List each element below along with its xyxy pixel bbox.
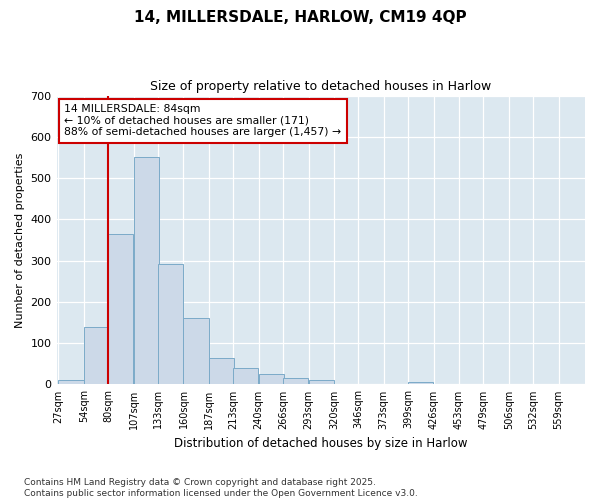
Text: 14, MILLERSDALE, HARLOW, CM19 4QP: 14, MILLERSDALE, HARLOW, CM19 4QP [134, 10, 466, 25]
Title: Size of property relative to detached houses in Harlow: Size of property relative to detached ho… [150, 80, 491, 93]
Bar [84, 326, 109, 384]
Bar [233, 368, 259, 384]
Bar [158, 264, 183, 384]
Bar [184, 318, 209, 384]
Bar [259, 374, 284, 384]
Bar [209, 358, 234, 384]
Y-axis label: Number of detached properties: Number of detached properties [15, 152, 25, 328]
Bar [134, 158, 159, 384]
Text: 14 MILLERSDALE: 84sqm
← 10% of detached houses are smaller (171)
88% of semi-det: 14 MILLERSDALE: 84sqm ← 10% of detached … [64, 104, 341, 138]
Bar [283, 378, 308, 384]
Bar [408, 382, 433, 384]
Bar [308, 380, 334, 384]
X-axis label: Distribution of detached houses by size in Harlow: Distribution of detached houses by size … [174, 437, 467, 450]
Bar [108, 234, 133, 384]
Bar [58, 380, 83, 384]
Text: Contains HM Land Registry data © Crown copyright and database right 2025.
Contai: Contains HM Land Registry data © Crown c… [24, 478, 418, 498]
